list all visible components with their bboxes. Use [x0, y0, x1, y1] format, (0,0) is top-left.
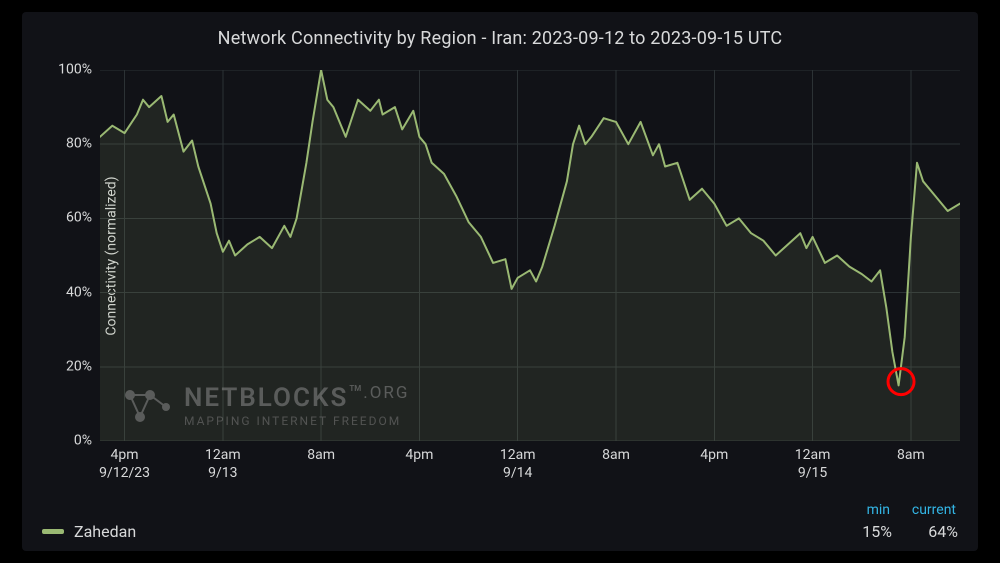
legend-series-name: Zahedan — [74, 522, 826, 541]
chart-panel: Network Connectivity by Region - Iran: 2… — [22, 12, 978, 551]
x-tick-label: 12am9/15 — [795, 447, 831, 482]
x-tick-label: 8am — [602, 447, 630, 465]
x-tick-label: 12am9/14 — [500, 447, 536, 482]
legend-min-value: 15% — [836, 522, 892, 541]
x-tick-label: 8am — [307, 447, 335, 465]
legend-swatch — [42, 529, 64, 534]
legend-header: min current — [42, 502, 958, 518]
x-tick-label: 4pm9/12/23 — [99, 447, 150, 482]
legend-col-current: current — [900, 502, 956, 518]
legend-row[interactable]: Zahedan 15% 64% — [42, 522, 958, 541]
y-tick-label: 100% — [58, 61, 92, 79]
y-tick-label: 80% — [66, 135, 92, 153]
screenshot-root: Network Connectivity by Region - Iran: 2… — [0, 0, 1000, 563]
y-tick-label: 20% — [66, 358, 92, 376]
legend-col-min: min — [834, 502, 890, 518]
x-tick-label: 4pm — [405, 447, 433, 465]
y-tick-label: 60% — [66, 210, 92, 228]
legend-current-value: 64% — [902, 522, 958, 541]
x-tick-label: 8am — [897, 447, 925, 465]
chart-area: Connectivity (normalized) — [100, 70, 960, 441]
chart-title: Network Connectivity by Region - Iran: 2… — [22, 28, 978, 49]
chart-svg — [100, 70, 960, 441]
x-tick-label: 4pm — [700, 447, 728, 465]
legend: min current Zahedan 15% 64% — [42, 502, 958, 541]
y-tick-label: 40% — [66, 284, 92, 302]
y-tick-label: 0% — [74, 432, 92, 450]
x-tick-label: 12am9/13 — [205, 447, 241, 482]
